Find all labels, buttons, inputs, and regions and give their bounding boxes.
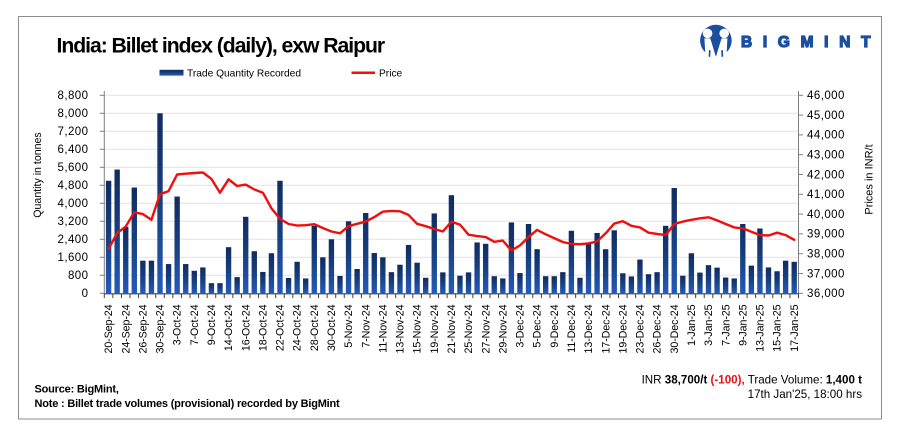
svg-text:8,000: 8,000 [57, 108, 88, 120]
svg-text:7,200: 7,200 [57, 126, 88, 138]
svg-text:36,000: 36,000 [807, 288, 845, 300]
svg-text:INR 38,700/t (-100), Trade Vol: INR 38,700/t (-100), Trade Volume: 1,400… [642, 374, 863, 387]
svg-text:23-Dec-24: 23-Dec-24 [635, 304, 647, 353]
svg-text:3-Oct-24: 3-Oct-24 [172, 304, 184, 345]
svg-text:17-Dec-24: 17-Dec-24 [600, 304, 612, 353]
svg-text:15-Jan-25: 15-Jan-25 [772, 304, 784, 351]
svg-text:19-Nov-24: 19-Nov-24 [429, 304, 441, 353]
svg-text:13-Dec-24: 13-Dec-24 [583, 304, 595, 353]
svg-text:37,000: 37,000 [807, 268, 845, 280]
svg-text:1-Jan-25: 1-Jan-25 [686, 304, 698, 346]
svg-text:38,000: 38,000 [807, 249, 845, 261]
svg-text:3,200: 3,200 [57, 216, 88, 228]
svg-text:11-Dec-24: 11-Dec-24 [566, 304, 578, 352]
svg-text:45,000: 45,000 [807, 110, 845, 122]
svg-text:24-Oct-24: 24-Oct-24 [292, 304, 304, 351]
svg-text:BIGMINT: BIGMINT [741, 34, 881, 51]
svg-text:22-Oct-24: 22-Oct-24 [275, 304, 287, 351]
svg-text:Quantity in tonnes: Quantity in tonnes [32, 132, 44, 217]
svg-text:30-Sep-24: 30-Sep-24 [155, 304, 167, 353]
svg-text:44,000: 44,000 [807, 130, 845, 142]
svg-text:25-Nov-24: 25-Nov-24 [463, 304, 475, 353]
svg-text:5-Nov-24: 5-Nov-24 [343, 304, 355, 347]
svg-text:17-Jan-25: 17-Jan-25 [789, 304, 801, 351]
svg-text:Prices in INR/t: Prices in INR/t [864, 144, 876, 214]
svg-text:26-Dec-24: 26-Dec-24 [652, 304, 664, 353]
svg-text:27-Nov-24: 27-Nov-24 [480, 304, 492, 353]
svg-text:46,000: 46,000 [807, 90, 845, 102]
svg-text:28-Oct-24: 28-Oct-24 [309, 304, 321, 351]
svg-text:17th Jan'25, 18:00 hrs: 17th Jan'25, 18:00 hrs [748, 388, 863, 401]
svg-text:4,000: 4,000 [57, 198, 88, 210]
svg-text:41,000: 41,000 [807, 189, 845, 201]
svg-text:19-Dec-24: 19-Dec-24 [617, 304, 629, 353]
svg-text:9-Oct-24: 9-Oct-24 [206, 304, 218, 345]
svg-text:Note : Billet trade volumes (p: Note : Billet trade volumes (provisional… [35, 398, 341, 410]
svg-text:5,600: 5,600 [57, 162, 88, 174]
svg-text:40,000: 40,000 [807, 209, 845, 221]
svg-text:7-Oct-24: 7-Oct-24 [189, 304, 201, 345]
svg-text:Source: BigMint,: Source: BigMint, [35, 384, 119, 396]
svg-text:800: 800 [68, 270, 89, 282]
svg-text:India: Billet index (daily), e: India: Billet index (daily), exw Raipur [57, 35, 385, 58]
svg-text:6,400: 6,400 [57, 144, 88, 156]
svg-text:20-Sep-24: 20-Sep-24 [103, 304, 115, 353]
svg-text:3-Dec-24: 3-Dec-24 [515, 304, 527, 347]
svg-text:Price: Price [379, 68, 403, 79]
svg-text:39,000: 39,000 [807, 229, 845, 241]
svg-text:4,800: 4,800 [57, 180, 88, 192]
svg-text:9-Jan-25: 9-Jan-25 [737, 304, 749, 346]
svg-text:24-Sep-24: 24-Sep-24 [120, 304, 132, 353]
svg-text:5-Dec-24: 5-Dec-24 [532, 304, 544, 347]
svg-text:15-Nov-24: 15-Nov-24 [412, 304, 424, 353]
svg-text:16-Oct-24: 16-Oct-24 [240, 304, 252, 351]
svg-text:30-Oct-24: 30-Oct-24 [326, 304, 338, 351]
svg-text:1,600: 1,600 [57, 252, 88, 264]
svg-text:Trade Quantity Recorded: Trade Quantity Recorded [187, 68, 301, 79]
svg-text:7-Jan-25: 7-Jan-25 [720, 304, 732, 346]
svg-text:9-Dec-24: 9-Dec-24 [549, 304, 561, 347]
svg-text:29-Nov-24: 29-Nov-24 [497, 304, 509, 353]
svg-text:43,000: 43,000 [807, 150, 845, 162]
svg-text:2,400: 2,400 [57, 234, 88, 246]
svg-text:8,800: 8,800 [57, 90, 88, 102]
svg-text:13-Nov-24: 13-Nov-24 [395, 304, 407, 353]
svg-text:18-Oct-24: 18-Oct-24 [258, 304, 270, 351]
svg-text:7-Nov-24: 7-Nov-24 [360, 304, 372, 347]
svg-text:13-Jan-25: 13-Jan-25 [755, 304, 767, 351]
svg-text:42,000: 42,000 [807, 169, 845, 181]
svg-text:21-Nov-24: 21-Nov-24 [446, 304, 458, 353]
svg-text:30-Dec-24: 30-Dec-24 [669, 304, 681, 353]
svg-text:14-Oct-24: 14-Oct-24 [223, 304, 235, 351]
svg-text:26-Sep-24: 26-Sep-24 [138, 304, 150, 353]
svg-text:0: 0 [82, 288, 89, 300]
svg-text:11-Nov-24: 11-Nov-24 [377, 304, 389, 352]
svg-text:3-Jan-25: 3-Jan-25 [703, 304, 715, 346]
